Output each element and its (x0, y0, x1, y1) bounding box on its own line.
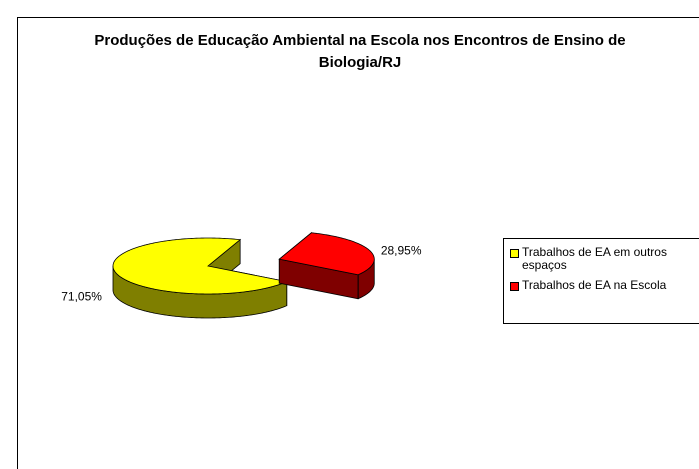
data-label: 71,05% (61, 289, 102, 303)
pie-slice (112, 237, 289, 295)
data-label: 28,95% (381, 244, 422, 258)
legend-swatch (510, 249, 519, 258)
chart-title: Produções de Educação Ambiental na Escol… (94, 32, 626, 71)
legend-label: Trabalhos de EA na Escola (522, 278, 667, 292)
legend-item: Trabalhos de EA em outros espaços (507, 246, 699, 272)
legend-label: Trabalhos de EA em outros espaços (522, 245, 667, 272)
legend-swatch (510, 282, 519, 291)
legend-item: Trabalhos de EA na Escola (507, 279, 699, 292)
chart-frame (17, 17, 699, 469)
legend: Trabalhos de EA em outros espaços Trabalh… (503, 238, 699, 324)
pie-slice (278, 232, 375, 276)
